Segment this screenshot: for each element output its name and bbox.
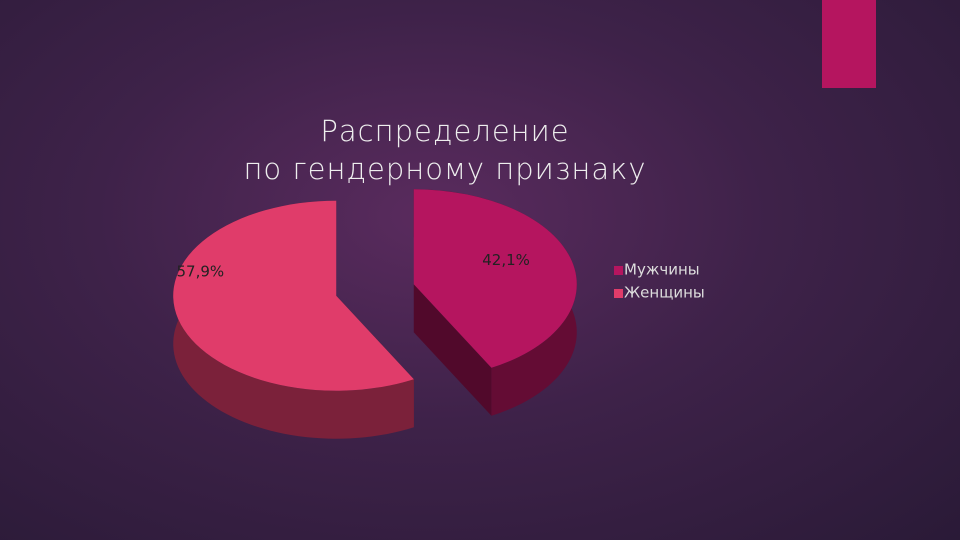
slice: [173, 200, 414, 439]
chart-title: Распределение по гендерному признаку: [243, 114, 647, 186]
legend-label: Мужчины: [624, 261, 700, 279]
legend-swatch: [614, 289, 623, 298]
legend-swatch: [614, 266, 623, 275]
data-label: 42,1%: [482, 251, 530, 269]
slice: [413, 189, 577, 416]
slice-top: [173, 200, 414, 391]
accent-bar: [822, 0, 876, 88]
legend-label: Женщины: [624, 284, 705, 302]
data-label: 57,9%: [176, 262, 224, 280]
slice-side: [413, 284, 492, 416]
slice-top: [413, 189, 577, 368]
